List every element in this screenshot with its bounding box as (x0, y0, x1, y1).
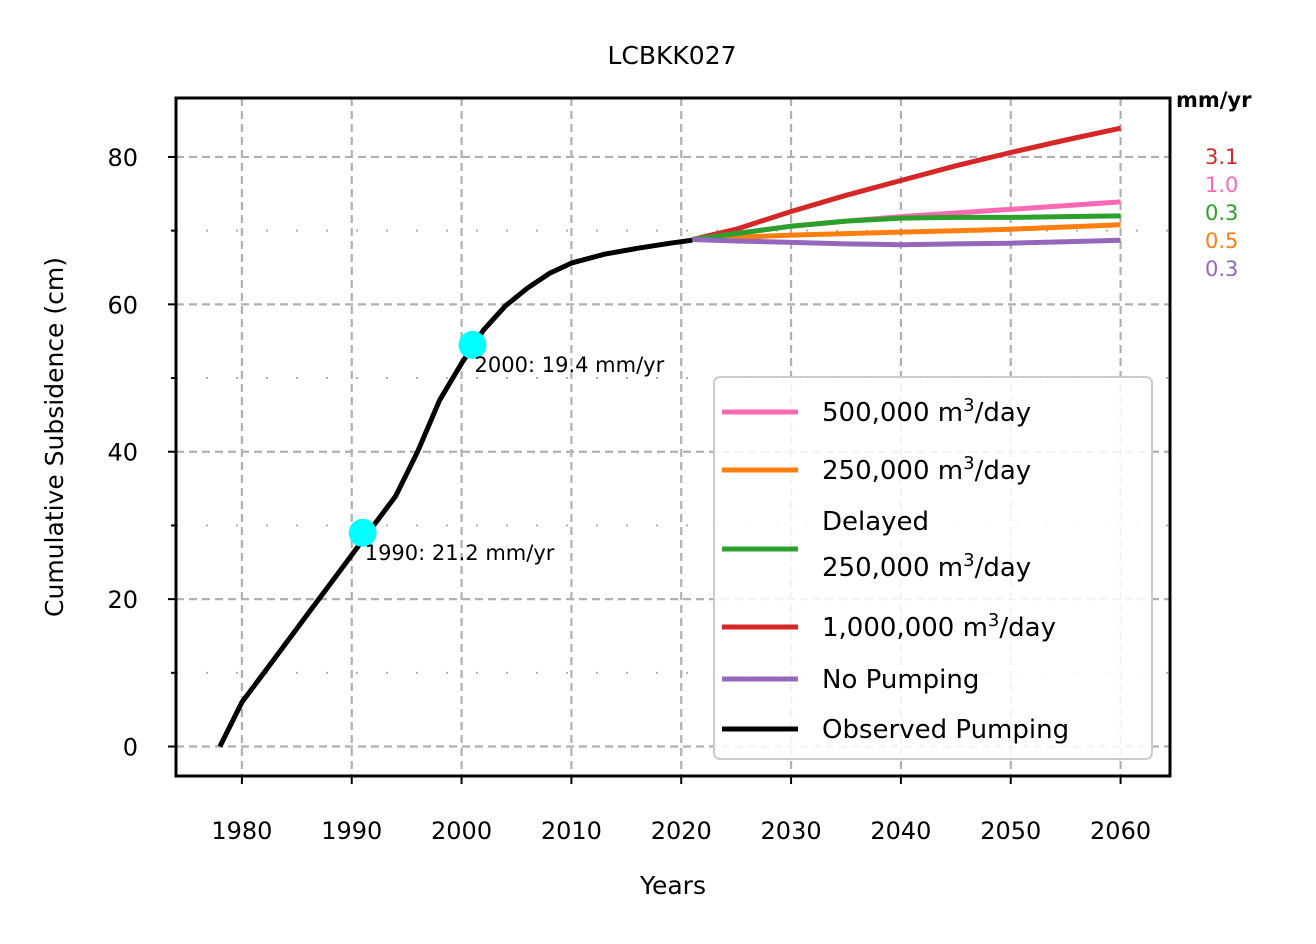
y-tick-label: 20 (107, 586, 138, 614)
y-tick-label: 40 (107, 439, 138, 467)
rate-marker (458, 330, 487, 359)
series-line (691, 213, 1121, 242)
x-tick-label: 2030 (761, 817, 822, 845)
x-tick-label: 1980 (211, 817, 272, 845)
plot-frame (174, 96, 1172, 778)
legend: 500,000 m3/day 250,000 m3/day Delayed 250,0… (713, 376, 1153, 760)
rate-value: 0.3 (1205, 201, 1238, 225)
rate-value: 3.1 (1205, 145, 1238, 169)
chart-title: LCBKK027 (607, 41, 736, 70)
x-tick-label: 2010 (541, 817, 602, 845)
y-tick-label: 0 (123, 734, 138, 762)
series-line (692, 222, 1121, 242)
y-axis-title: Cumulative Subsidence (cm) (40, 257, 69, 617)
markers: 1990: 21.2 mm/yr 2000: 19.4 mm/yr (348, 330, 665, 565)
rate-value: 0.3 (1205, 257, 1238, 281)
x-tick-label: 2000 (431, 817, 492, 845)
observed-line (217, 237, 693, 748)
rate-header: mm/yr (1176, 88, 1252, 112)
rate-value: 0.5 (1205, 229, 1238, 253)
y-tick-label: 80 (107, 144, 138, 172)
x-tick-label: 2050 (980, 817, 1041, 845)
x-tick-label: 2020 (651, 817, 712, 845)
legend-label: Delayed (822, 507, 929, 537)
axis-ticks: 1980 1990 2000 2010 2020 2030 2040 2050 20600204… (107, 144, 1151, 845)
legend-label: 500,000 m3/day (822, 395, 1031, 428)
series-line (691, 125, 1122, 242)
legend-label: Observed Pumping (822, 715, 1069, 745)
x-tick-label: 2040 (870, 817, 931, 845)
legend-box (713, 376, 1153, 760)
x-tick-label: 2060 (1090, 817, 1151, 845)
series-line (692, 237, 1121, 248)
marker-annotation: 2000: 19.4 mm/yr (475, 353, 665, 377)
y-tick-label: 60 (107, 291, 138, 319)
legend-label: 1,000,000 m3/day (822, 610, 1056, 643)
x-tick-label: 1990 (321, 817, 382, 845)
rate-values: 3.1 1.0 0.3 0.5 0.3 (1205, 145, 1238, 281)
rate-marker (348, 518, 377, 547)
x-axis-title: Years (639, 871, 706, 900)
marker-annotation: 1990: 21.2 mm/yr (365, 541, 555, 565)
series-lines (217, 125, 1122, 748)
legend-label: 250,000 m3/day (822, 550, 1031, 583)
legend-label: 250,000 m3/day (822, 453, 1031, 486)
legend-label: No Pumping (822, 665, 979, 695)
rate-value: 1.0 (1205, 173, 1238, 197)
